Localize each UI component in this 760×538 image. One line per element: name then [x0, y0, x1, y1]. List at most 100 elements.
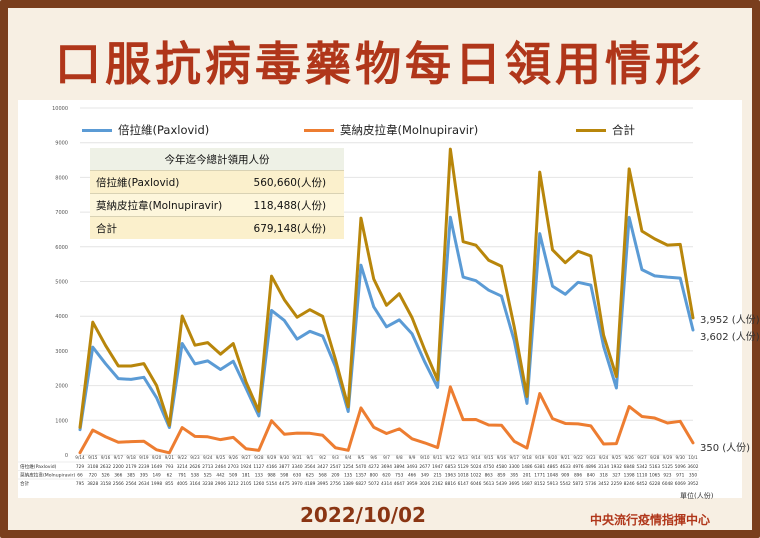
x-tick-label: 9/4	[345, 455, 352, 460]
table-cell: 133	[255, 473, 263, 479]
report-date: 2022/10/02	[300, 503, 426, 527]
table-cell: 8152	[534, 481, 545, 487]
x-tick-label: 9/30	[280, 455, 290, 460]
table-cell: 385	[127, 473, 135, 479]
table-cell: 5736	[585, 481, 596, 487]
series-line-total	[78, 147, 695, 429]
x-tick-label: 9/14	[471, 455, 481, 460]
table-cell: 327	[612, 473, 620, 479]
table-cell: 2239	[138, 464, 149, 470]
x-tick-label: 9/17	[114, 455, 124, 460]
x-tick-label: 9/12	[446, 455, 456, 460]
table-cell: 5154	[266, 481, 277, 487]
table-cell: 1127	[253, 464, 264, 470]
table-cell: 2564	[126, 481, 137, 487]
table-cell: 5913	[547, 481, 558, 487]
legend-label-molnupiravir: 莫納皮拉韋(Molnupiravir)	[340, 123, 479, 137]
table-cell: 215	[433, 473, 441, 479]
table-cell: 2632	[100, 464, 111, 470]
table-cell: 6069	[675, 481, 686, 487]
series-line-molnupiravir	[78, 385, 695, 455]
x-tick-label: 9/2	[319, 455, 326, 460]
table-cell: 538	[191, 473, 199, 479]
table-cell: 3164	[189, 481, 200, 487]
table-cell: 2566	[113, 481, 124, 487]
table-cell: 4647	[394, 481, 405, 487]
y-tick-label: 6000	[55, 245, 68, 251]
table-cell: 5542	[560, 481, 571, 487]
table-cell: 4976	[573, 464, 584, 470]
table-cell: 66	[77, 473, 83, 479]
table-cell: 466	[408, 473, 416, 479]
table-cell: 1398	[624, 473, 635, 479]
x-tick-label: 9/29	[267, 455, 277, 460]
table-cell: 4750	[483, 464, 494, 470]
table-cell: 4314	[381, 481, 392, 487]
end-label-paxlovid: 3,602 (人份)	[700, 332, 760, 343]
table-cell: 4865	[547, 464, 558, 470]
table-cell: 526	[101, 473, 109, 479]
table-cell: 62	[167, 473, 173, 479]
legend-total: 合計	[576, 122, 635, 138]
table-cell: 3959	[407, 481, 418, 487]
x-tick-label: 9/20	[548, 455, 558, 460]
table-cell: 1771	[534, 473, 545, 479]
legend-swatch-molnupiravir	[304, 129, 334, 132]
table-cell: 4189	[304, 481, 315, 487]
table-cell: 181	[242, 473, 250, 479]
table-cell: 720	[89, 473, 97, 479]
table-cell: 3427	[317, 464, 328, 470]
x-tick-label: 9/14	[75, 455, 85, 460]
table-cell: 3564	[304, 464, 315, 470]
x-tick-label: 9/19	[535, 455, 545, 460]
table-cell: 5163	[649, 464, 660, 470]
table-cell: 3026	[419, 481, 430, 487]
table-cell: 2713	[202, 464, 213, 470]
x-tick-label: 9/23	[586, 455, 596, 460]
table-cell: 4272	[368, 464, 379, 470]
table-cell: 318	[600, 473, 608, 479]
table-cell: 1687	[522, 481, 533, 487]
table-cell: 5439	[496, 481, 507, 487]
x-tick-label: 9/24	[203, 455, 213, 460]
x-tick-label: 9/20	[152, 455, 162, 460]
table-cell: 1963	[445, 473, 456, 479]
table-cell: 3694	[381, 464, 392, 470]
table-cell: 6853	[445, 464, 456, 470]
table-cell: 3212	[228, 481, 239, 487]
y-tick-label: 8000	[55, 175, 68, 181]
y-tick-label: 9000	[55, 141, 68, 147]
x-tick-label: 9/8	[396, 455, 403, 460]
table-cell: 791	[178, 473, 186, 479]
table-cell: 1649	[151, 464, 162, 470]
table-cell: 1389	[343, 481, 354, 487]
table-cell: 3158	[100, 481, 111, 487]
table-cell: 8246	[624, 481, 635, 487]
x-tick-label: 9/6	[370, 455, 377, 460]
x-tick-label: 9/9	[409, 455, 416, 460]
table-cell: 4475	[279, 481, 290, 487]
x-tick-label: 9/18	[126, 455, 136, 460]
table-cell: 3877	[279, 464, 290, 470]
table-cell: 1065	[649, 473, 660, 479]
table-cell: 5342	[636, 464, 647, 470]
table-cell: 3602	[688, 464, 699, 470]
table-cell: 6848	[624, 464, 635, 470]
y-tick-label: 4000	[55, 314, 68, 320]
table-cell: 2464	[215, 464, 226, 470]
table-cell: 4633	[560, 464, 571, 470]
x-tick-label: 9/29	[663, 455, 673, 460]
table-cell: 1486	[522, 464, 533, 470]
summary-value: 679,148(人份)	[247, 216, 344, 239]
table-cell: 1947	[432, 464, 443, 470]
summary-label: 倍拉維(Paxlovid)	[90, 170, 248, 194]
x-tick-label: 9/27	[241, 455, 251, 460]
table-cell: 863	[485, 473, 493, 479]
end-label-molnupiravir: 350 (人份)	[700, 443, 751, 454]
table-cell: 2677	[419, 464, 430, 470]
table-cell: 1998	[151, 481, 162, 487]
table-cell: 442	[216, 473, 224, 479]
table-cell: 3695	[509, 481, 520, 487]
table-cell: 5072	[368, 481, 379, 487]
table-cell: 859	[497, 473, 505, 479]
